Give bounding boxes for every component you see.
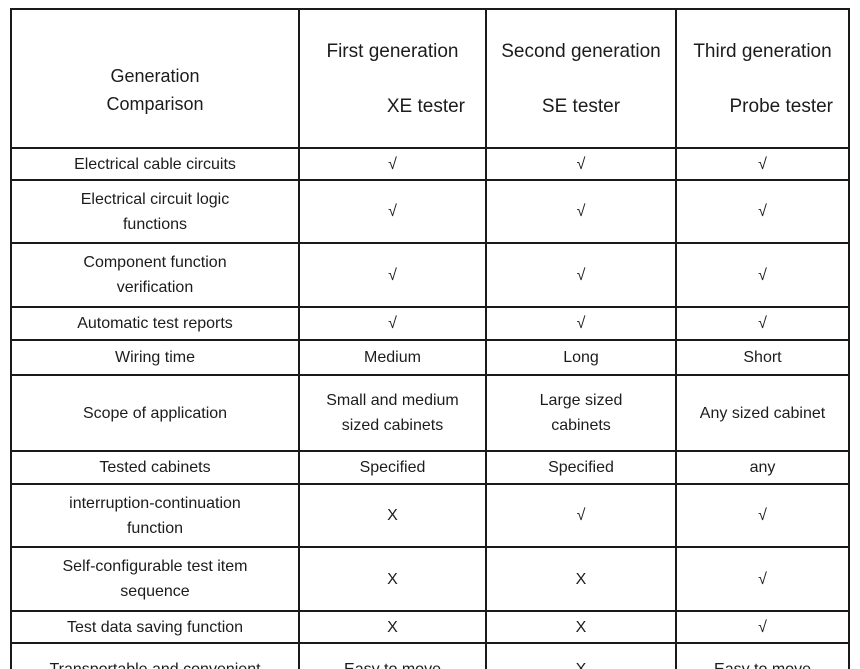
row-label: Test data saving function (10, 610, 300, 644)
table-row: Component function verification √ √ √ (10, 242, 850, 308)
row-label: interruption-continuation function (10, 483, 300, 548)
row-label: Electrical circuit logic functions (10, 179, 300, 244)
table-row: Test data saving function X X √ (10, 610, 850, 644)
generation-name: First generation (326, 41, 459, 62)
cell-value: √ (485, 179, 677, 244)
cell-value: X (298, 546, 487, 612)
cell-value: √ (675, 147, 850, 181)
cell-value: √ (485, 483, 677, 548)
cell-value: √ (298, 147, 487, 181)
cell-value: X (485, 610, 677, 644)
cell-value: Specified (298, 450, 487, 485)
row-label: Self-configurable test item sequence (10, 546, 300, 612)
table-row: Electrical circuit logic functions √ √ √ (10, 179, 850, 244)
corner-header-cell: Generation Comparison (10, 8, 300, 149)
cell-value: √ (485, 306, 677, 341)
cell-value: √ (298, 306, 487, 341)
cell-value: √ (675, 306, 850, 341)
table-row: Transportable and convenient Easy to move… (10, 642, 850, 669)
cell-value: X (298, 483, 487, 548)
cell-value: √ (675, 483, 850, 548)
row-label: Transportable and convenient (10, 642, 300, 669)
row-label: Tested cabinets (10, 450, 300, 485)
cell-value: Short (675, 339, 850, 376)
row-label: Electrical cable circuits (10, 147, 300, 181)
cell-value: √ (485, 147, 677, 181)
row-label: Automatic test reports (10, 306, 300, 341)
row-label: Component function verification (10, 242, 300, 308)
table-body: Electrical cable circuits √ √ √ Electrical c… (10, 147, 850, 669)
table-row: Electrical cable circuits √ √ √ (10, 147, 850, 181)
cell-value: √ (675, 179, 850, 244)
cell-value: √ (298, 242, 487, 308)
cell-value: Specified (485, 450, 677, 485)
tester-name: Probe tester (729, 96, 834, 117)
cell-value: √ (675, 546, 850, 612)
generation-name: Second generation (501, 41, 661, 62)
table-row: Self-configurable test item sequence X X √ (10, 546, 850, 612)
row-label: Wiring time (10, 339, 300, 376)
generation-name: Third generation (693, 41, 832, 62)
tester-name: XE tester (386, 96, 465, 117)
column-header-third-generation: Third generation Probe tester (675, 8, 850, 149)
tester-name: SE tester (541, 96, 621, 117)
cell-value: any (675, 450, 850, 485)
generation-comparison-table: Generation Comparison First generation X… (10, 8, 850, 669)
cell-value: √ (675, 610, 850, 644)
cell-value: Easy to move (675, 642, 850, 669)
cell-value: Any sized cabinet (675, 374, 850, 452)
row-label: Scope of application (10, 374, 300, 452)
corner-header-label: Generation Comparison (106, 66, 204, 114)
header-cell-content: Third generation Probe tester (681, 28, 844, 129)
table-row: Scope of application Small and medium siz… (10, 374, 850, 452)
cell-value: √ (485, 242, 677, 308)
cell-value: Large sized cabinets (485, 374, 677, 452)
table-row: Automatic test reports √ √ √ (10, 306, 850, 341)
cell-value: √ (298, 179, 487, 244)
cell-value: Small and medium sized cabinets (298, 374, 487, 452)
table-row: interruption-continuation function X √ √ (10, 483, 850, 548)
cell-value: X (298, 610, 487, 644)
cell-value: X (485, 546, 677, 612)
header-cell-content: First generation XE tester (304, 28, 481, 129)
column-header-second-generation: Second generation SE tester (485, 8, 677, 149)
table-row: Tested cabinets Specified Specified any (10, 450, 850, 485)
cell-value: X (485, 642, 677, 669)
table-row: Wiring time Medium Long Short (10, 339, 850, 376)
cell-value: Easy to move (298, 642, 487, 669)
header-row: Generation Comparison First generation X… (10, 8, 850, 149)
table-header: Generation Comparison First generation X… (10, 8, 850, 149)
cell-value: Medium (298, 339, 487, 376)
cell-value: √ (675, 242, 850, 308)
column-header-first-generation: First generation XE tester (298, 8, 487, 149)
cell-value: Long (485, 339, 677, 376)
header-cell-content: Second generation SE tester (491, 28, 671, 129)
